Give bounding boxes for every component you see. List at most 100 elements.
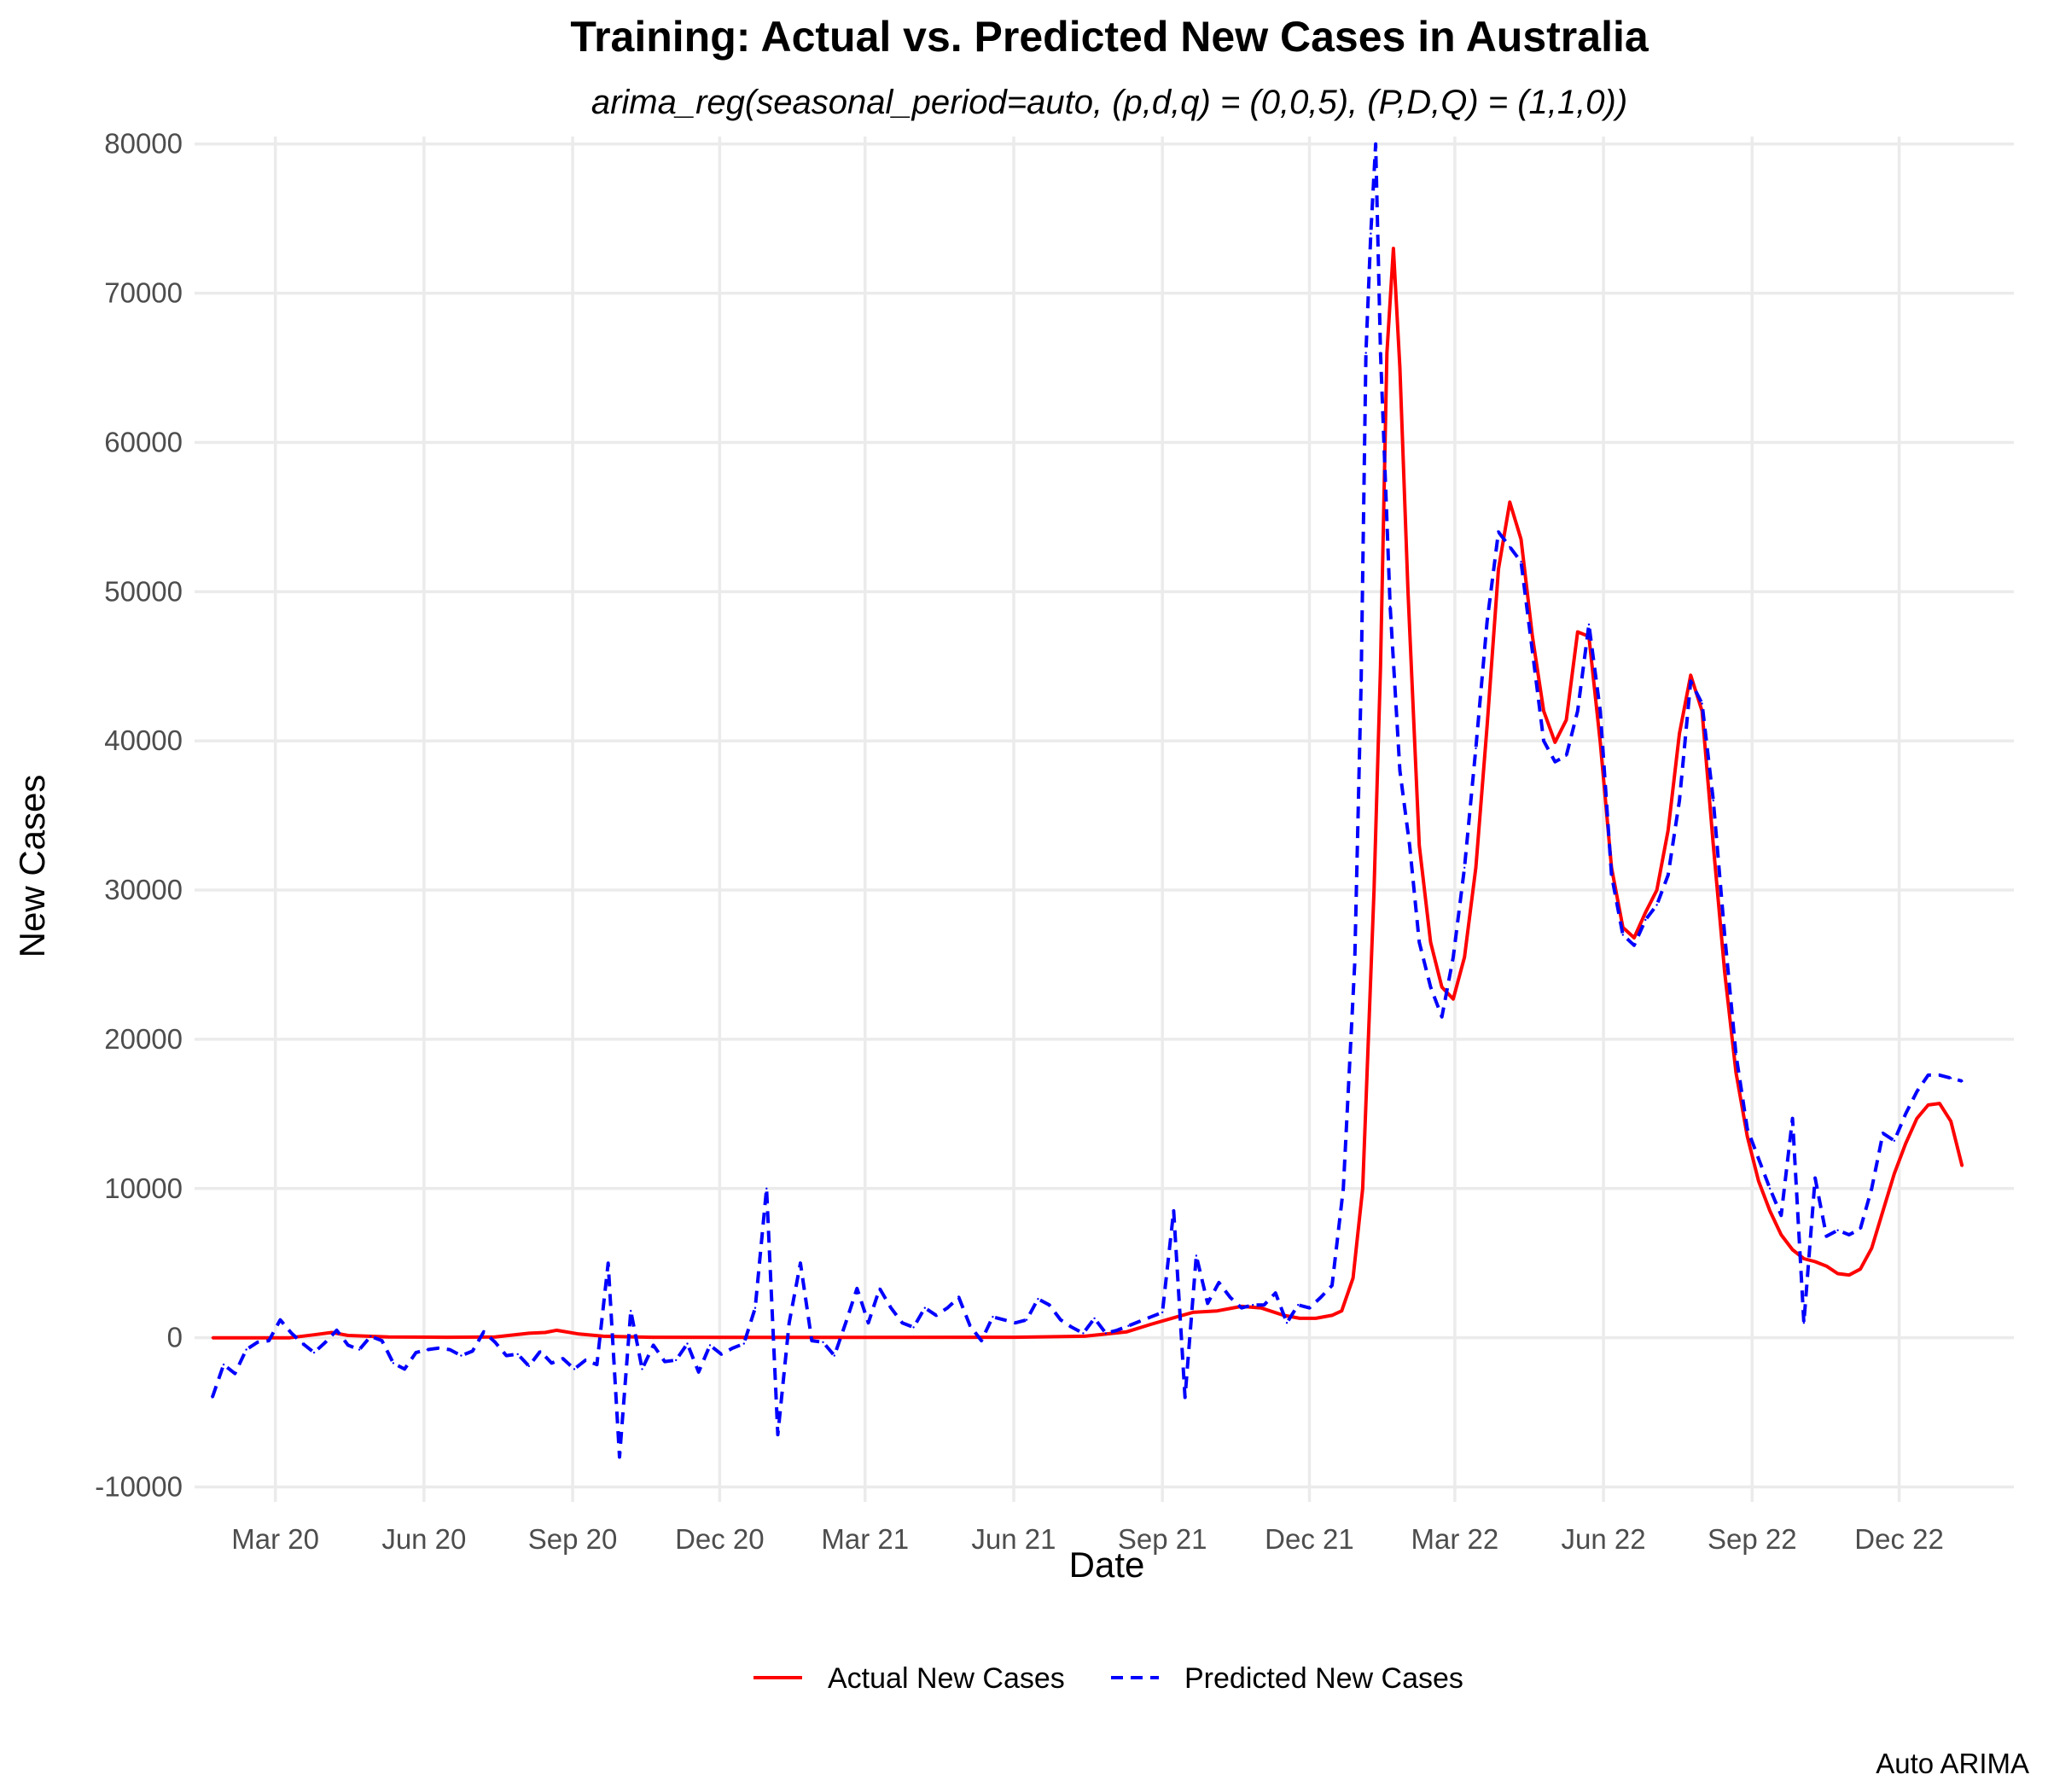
data-point-actual <box>1836 1272 1839 1275</box>
data-point-actual <box>1757 1179 1760 1183</box>
x-tick-label: Mar 22 <box>1411 1523 1499 1555</box>
legend-label-actual: Actual New Cases <box>828 1662 1065 1695</box>
data-point-predicted <box>437 1347 440 1350</box>
x-tick-label: Jun 22 <box>1562 1523 1646 1555</box>
data-point-predicted <box>889 1306 893 1309</box>
data-point-predicted <box>1207 1302 1209 1305</box>
data-point-predicted <box>1961 1079 1964 1083</box>
data-point-actual <box>1813 1260 1817 1263</box>
y-tick-label: -10000 <box>95 1471 183 1503</box>
data-point-actual <box>1176 1316 1178 1318</box>
x-tick-label: Sep 21 <box>1118 1523 1207 1555</box>
data-point-predicted <box>1475 747 1477 750</box>
data-point-predicted <box>1802 1322 1806 1324</box>
legend: Actual New Cases Predicted New Cases <box>753 1662 1463 1695</box>
data-point-predicted <box>753 1306 757 1309</box>
data-point-predicted <box>1712 799 1715 802</box>
data-point-predicted <box>1735 1053 1737 1056</box>
chart-title: Training: Actual vs. Predicted New Cases… <box>570 13 1649 61</box>
data-point-predicted <box>245 1348 247 1351</box>
data-point-actual <box>1392 247 1395 250</box>
data-point-actual <box>1882 1209 1884 1213</box>
data-point-actual <box>1712 844 1715 847</box>
data-point-actual <box>1780 1233 1783 1236</box>
data-point-predicted <box>460 1354 463 1357</box>
data-point-actual <box>1429 941 1432 944</box>
data-point-predicted <box>901 1322 904 1324</box>
data-point-actual <box>1825 1265 1828 1267</box>
data-point-predicted <box>822 1341 824 1344</box>
data-point-actual <box>1084 1335 1086 1338</box>
data-point-predicted <box>1463 866 1466 869</box>
y-tick-label: 60000 <box>104 426 183 457</box>
data-point-actual <box>1260 1306 1262 1309</box>
data-point-actual <box>1950 1120 1952 1123</box>
data-point-predicted <box>1093 1317 1096 1320</box>
data-point-predicted <box>686 1342 689 1345</box>
data-point-actual <box>1735 1071 1737 1073</box>
data-point-predicted <box>1847 1233 1851 1236</box>
y-axis-title: New Cases <box>12 775 52 958</box>
y-tick-label: 70000 <box>104 277 183 309</box>
data-point-predicted <box>1871 1187 1873 1190</box>
data-point-predicted <box>403 1368 406 1370</box>
data-point-predicted <box>992 1316 994 1318</box>
data-point-predicted <box>799 1262 802 1265</box>
data-point-actual <box>1927 1103 1929 1107</box>
data-point-actual <box>288 1336 291 1339</box>
x-tick-label: Dec 22 <box>1854 1523 1944 1555</box>
data-point-predicted <box>471 1350 474 1353</box>
data-point-actual <box>1386 352 1388 354</box>
data-point-predicted <box>494 1341 497 1344</box>
data-point-predicted <box>1104 1332 1108 1335</box>
data-point-predicted <box>1509 545 1511 549</box>
data-point-actual <box>602 1335 605 1338</box>
data-point-actual <box>1497 567 1500 571</box>
data-point-actual <box>1298 1317 1301 1320</box>
x-axis-title: Date <box>1069 1545 1145 1585</box>
data-point-predicted <box>1813 1177 1817 1179</box>
data-point-actual <box>1554 741 1556 744</box>
data-point-predicted <box>1274 1292 1277 1295</box>
data-point-actual <box>445 1335 448 1339</box>
series-line-actual <box>212 247 1964 1340</box>
data-point-predicted <box>324 1341 327 1344</box>
data-point-actual <box>1418 844 1421 847</box>
data-point-actual <box>1149 1323 1153 1326</box>
data-point-actual <box>1565 719 1568 721</box>
data-point-predicted <box>1025 1318 1028 1321</box>
data-point-predicted <box>1927 1073 1929 1077</box>
data-point-actual <box>1440 986 1443 988</box>
data-point-predicted <box>697 1370 700 1374</box>
x-tick-label: Dec 20 <box>675 1523 765 1555</box>
data-point-predicted <box>1285 1322 1289 1324</box>
data-point-predicted <box>969 1324 972 1327</box>
data-point-predicted <box>1229 1296 1231 1299</box>
y-tick-label: 80000 <box>104 128 183 160</box>
data-point-predicted <box>267 1339 271 1342</box>
data-point-predicted <box>1632 944 1636 947</box>
data-point-actual <box>1509 501 1511 503</box>
data-point-predicted <box>867 1322 870 1324</box>
data-point-predicted <box>1048 1304 1050 1306</box>
y-tick-label: 30000 <box>104 874 183 905</box>
data-point-actual <box>1746 1135 1748 1137</box>
data-point-predicted <box>1195 1254 1198 1257</box>
data-point-actual <box>1542 710 1545 713</box>
data-point-actual <box>1012 1335 1015 1339</box>
data-point-predicted <box>1950 1077 1952 1079</box>
data-point-predicted <box>346 1344 350 1347</box>
data-point-actual <box>1576 631 1580 633</box>
data-point-predicted <box>1082 1332 1085 1335</box>
data-point-predicted <box>607 1262 609 1265</box>
data-point-actual <box>1314 1317 1318 1320</box>
data-point-predicted <box>1746 1127 1748 1131</box>
x-tick-label: Sep 20 <box>528 1523 618 1555</box>
data-point-actual <box>527 1332 531 1335</box>
data-point-actual <box>1678 732 1681 735</box>
data-point-predicted <box>1757 1157 1760 1161</box>
data-point-actual <box>1373 888 1376 892</box>
data-point-predicted <box>1161 1311 1164 1314</box>
data-point-predicted <box>912 1326 915 1329</box>
data-point-predicted <box>1218 1281 1220 1284</box>
